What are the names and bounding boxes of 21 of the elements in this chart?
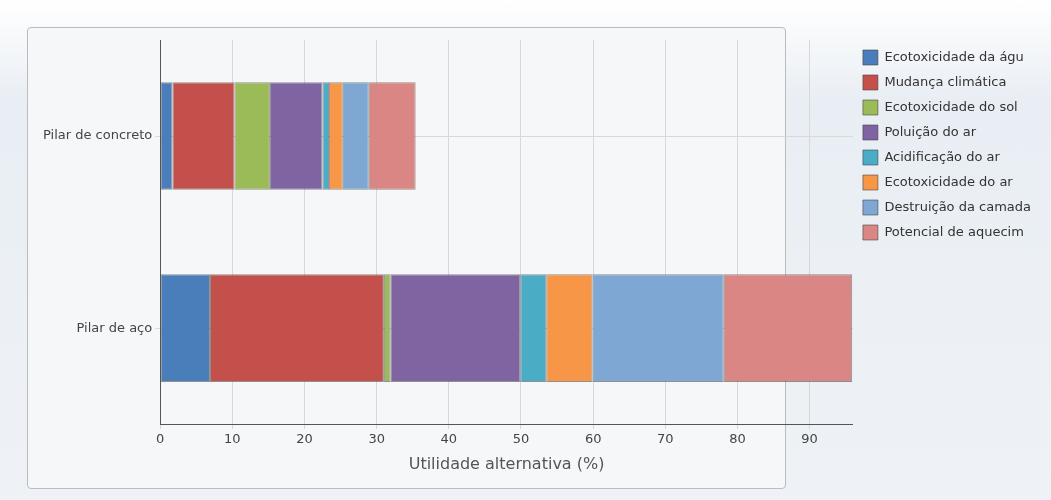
x-tick-label: 40	[440, 431, 458, 447]
legend-label: Acidificação do ar	[884, 148, 1001, 164]
y-tick-label: Pilar de aço	[76, 319, 153, 335]
legend-label: Ecotoxicidade da águ	[884, 48, 1024, 64]
legend-label: Potencial de aquecim	[884, 223, 1024, 239]
x-tick-label: 0	[156, 431, 165, 447]
x-tick-label: 30	[368, 431, 385, 447]
x-tick-label: 70	[657, 431, 674, 447]
x-tick-label: 90	[801, 431, 818, 447]
legend-label: Ecotoxicidade do ar	[884, 173, 1014, 189]
legend-label: Ecotoxicidade do sol	[884, 98, 1018, 114]
legend-label: Poluição do ar	[884, 123, 977, 139]
x-tick-label: 60	[584, 431, 602, 447]
x-tick-label: 80	[729, 431, 746, 447]
legend-label: Mudança climática	[884, 73, 1007, 89]
x-tick-label: 20	[296, 431, 313, 447]
legend-label: Destruição da camada	[884, 198, 1032, 214]
x-tick-label: 10	[224, 431, 241, 447]
y-tick-label: Pilar de concreto	[43, 127, 153, 143]
x-axis-title: Utilidade alternativa (%)	[408, 453, 605, 473]
x-tick-label: 50	[512, 431, 530, 447]
